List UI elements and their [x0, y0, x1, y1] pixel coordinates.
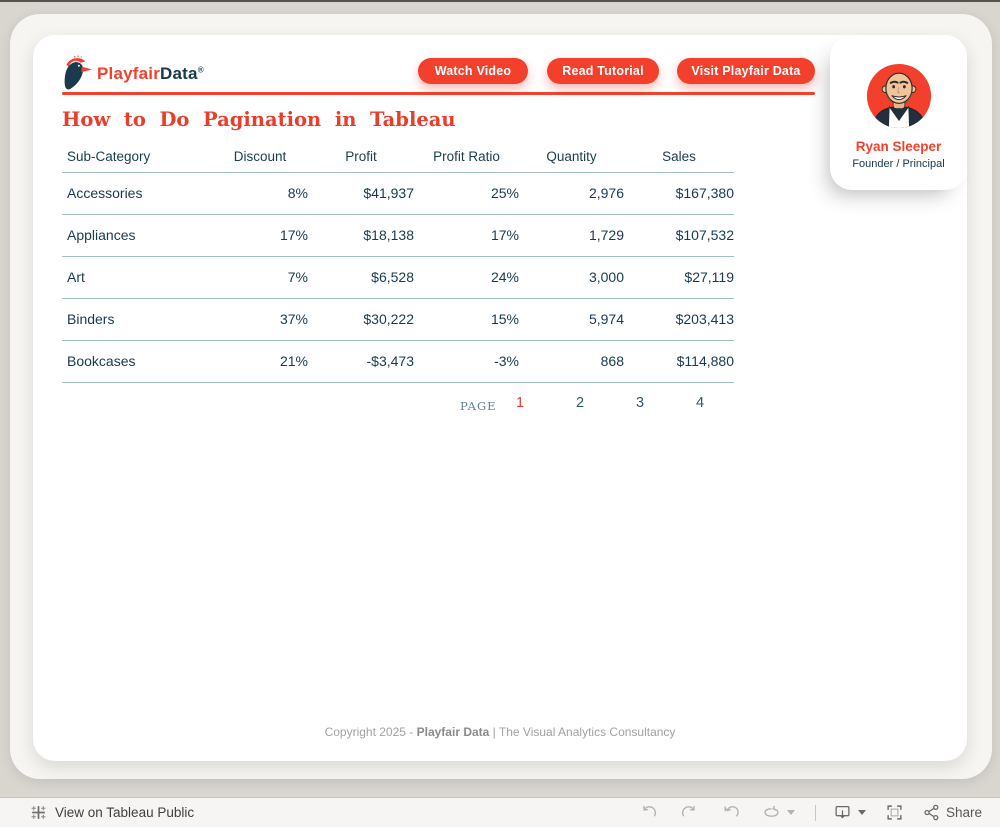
- pagination-label: PAGE: [460, 399, 497, 413]
- download-icon[interactable]: [834, 804, 851, 821]
- revert-icon[interactable]: [722, 804, 739, 821]
- table-cell: 17%: [212, 214, 308, 257]
- table-cell: 868: [519, 340, 624, 383]
- profile-role: Founder / Principal: [852, 158, 945, 170]
- cta-button-watch-video[interactable]: Watch Video: [418, 58, 528, 84]
- undo-icon[interactable]: [640, 804, 657, 821]
- cta-button-visit-playfair-data[interactable]: Visit Playfair Data: [677, 58, 815, 84]
- page-number-2[interactable]: 2: [575, 395, 585, 411]
- share-label[interactable]: Share: [945, 805, 982, 820]
- cta-button-read-tutorial[interactable]: Read Tutorial: [547, 58, 659, 84]
- table-cell: 8%: [212, 172, 308, 215]
- table-cell: 24%: [414, 256, 519, 299]
- column-header: Profit Ratio: [414, 142, 519, 173]
- download-options-caret-icon[interactable]: [857, 810, 866, 815]
- table-cell: $6,528: [308, 256, 414, 299]
- table-cell: Bookcases: [62, 340, 212, 383]
- table-cell: 37%: [212, 298, 308, 341]
- table-cell: $41,937: [308, 172, 414, 215]
- table-cell: 7%: [212, 256, 308, 299]
- table-cell: $30,222: [308, 298, 414, 341]
- replay-options-caret-icon[interactable]: [786, 810, 795, 815]
- table-cell: 5,974: [519, 298, 624, 341]
- table-cell: -$3,473: [308, 340, 414, 383]
- table-row[interactable]: Bookcases 21% -$3,473 -3% 868 $114,880: [62, 340, 734, 383]
- copyright-text: Copyright 2025 - Playfair Data | The Vis…: [324, 725, 676, 739]
- profile-card: Ryan Sleeper Founder / Principal: [830, 35, 967, 190]
- table-cell: $203,413: [624, 298, 734, 341]
- table-cell: -3%: [414, 340, 519, 383]
- table-cell: $27,119: [624, 256, 734, 299]
- table-cell: 1,729: [519, 214, 624, 257]
- avatar: [866, 63, 931, 129]
- header-divider: [62, 92, 815, 95]
- column-header: Discount: [212, 142, 308, 173]
- window-top-edge: [0, 0, 1000, 2]
- table-cell: 3,000: [519, 256, 624, 299]
- table-cell: $18,138: [308, 214, 414, 257]
- column-header: Profit: [308, 142, 414, 173]
- fullscreen-icon[interactable]: [886, 804, 903, 821]
- dashboard-panel: PlayfairData® Watch Video Read Tutorial Vi…: [10, 14, 992, 779]
- view-on-tableau-public-link[interactable]: View on Tableau Public: [30, 804, 194, 821]
- page-number-1[interactable]: 1: [515, 395, 525, 411]
- share-icon[interactable]: [923, 804, 940, 821]
- column-header: Sales: [624, 142, 734, 173]
- page-number-3[interactable]: 3: [635, 395, 645, 411]
- table-cell: $167,380: [624, 172, 734, 215]
- table-row[interactable]: Accessories 8% $41,937 25% 2,976 $167,380: [62, 172, 734, 215]
- table-cell: Accessories: [62, 172, 212, 215]
- dashboard-card: PlayfairData® Watch Video Read Tutorial Vi…: [33, 35, 967, 761]
- replay-icon[interactable]: [763, 804, 780, 821]
- table-row[interactable]: Art 7% $6,528 24% 3,000 $27,119: [62, 256, 734, 299]
- table-body: Accessories 8% $41,937 25% 2,976 $167,380 Appl…: [62, 172, 734, 383]
- pagination-table: Sub-Category Discount Profit Profit Ratio Qu…: [62, 142, 734, 383]
- column-header: Sub-Category: [62, 142, 212, 173]
- pagination-control: PAGE 1 2 3 4: [62, 395, 734, 417]
- page-title: How to Do Pagination in Tableau: [62, 108, 456, 131]
- table-cell: 15%: [414, 298, 519, 341]
- tableau-toolbar: View on Tableau Public: [0, 797, 1000, 827]
- table-row[interactable]: Appliances 17% $18,138 17% 1,729 $107,532: [62, 214, 734, 257]
- redo-icon[interactable]: [681, 804, 698, 821]
- table-header-row: Sub-Category Discount Profit Profit Ratio Qu…: [62, 142, 734, 173]
- table-cell: 21%: [212, 340, 308, 383]
- table-cell: Appliances: [62, 214, 212, 257]
- table-cell: $107,532: [624, 214, 734, 257]
- table-cell: 2,976: [519, 172, 624, 215]
- brand-logo[interactable]: PlayfairData®: [62, 53, 204, 95]
- profile-name: Ryan Sleeper: [855, 139, 942, 154]
- toolbar-actions: Share: [640, 804, 982, 821]
- tableau-logo-icon: [31, 806, 46, 819]
- brand-wordmark: PlayfairData®: [97, 64, 204, 83]
- table-cell: 17%: [414, 214, 519, 257]
- table-cell: Binders: [62, 298, 212, 341]
- table-cell: $114,880: [624, 340, 734, 383]
- page-number-4[interactable]: 4: [695, 395, 705, 411]
- column-header: Quantity: [519, 142, 624, 173]
- view-on-tableau-public-label: View on Tableau Public: [55, 805, 195, 820]
- kingfisher-logo-icon: [64, 55, 92, 90]
- toolbar-separator: [814, 804, 816, 821]
- table-cell: Art: [62, 256, 212, 299]
- table-cell: 25%: [414, 172, 519, 215]
- table-row[interactable]: Binders 37% $30,222 15% 5,974 $203,413: [62, 298, 734, 341]
